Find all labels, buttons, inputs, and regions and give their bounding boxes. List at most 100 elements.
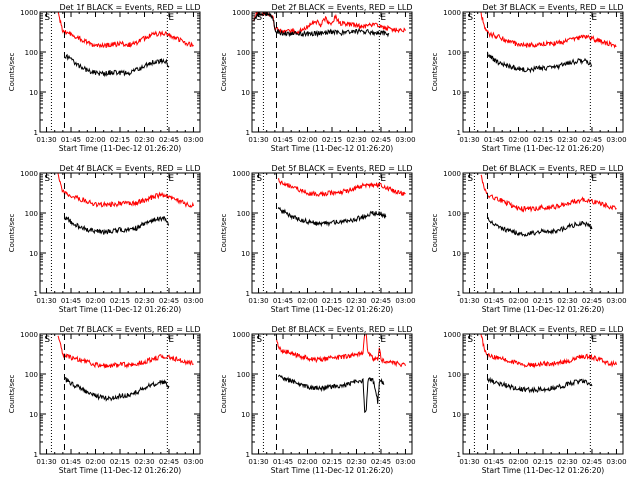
y-tick-label: 100 [448, 371, 461, 379]
panel-2: S E 1 10 100 1000 01:30 01:45 02:00 02:15 02:30 02:… [220, 3, 416, 153]
x-tick-label: 03:00 [183, 136, 203, 144]
y-tick-label: 10 [29, 89, 38, 97]
y-tick-label: 10 [241, 250, 250, 258]
y-tick-label: 10 [241, 411, 250, 419]
x-tick-label: 02:45 [159, 458, 179, 466]
y-tick-label: 10 [452, 411, 461, 419]
x-tick-label: 03:00 [183, 458, 203, 466]
x-tick-label: 03:00 [395, 297, 415, 305]
x-tick-label: 01:30 [459, 136, 479, 144]
y-axis-title: Counts/sec [220, 375, 228, 414]
y-tick-label: 10 [29, 250, 38, 258]
x-tick-label: 02:30 [134, 297, 154, 305]
x-tick-label: 02:15 [533, 136, 553, 144]
start-marker-label: S [44, 335, 50, 345]
panel-title: Det 3f BLACK = Events, RED = LLD [482, 3, 623, 12]
x-tick-label: 02:00 [508, 297, 528, 305]
end-marker-label: E [168, 174, 174, 184]
events-series-line [64, 215, 169, 235]
x-tick-label: 02:15 [322, 136, 342, 144]
y-tick-label: 1000 [232, 9, 250, 17]
x-tick-label: 03:00 [395, 136, 415, 144]
x-axis-title: Start Time (11-Dec-12 01:26:20) [482, 144, 604, 153]
panel-title: Det 2f BLACK = Events, RED = LLD [271, 3, 412, 12]
x-tick-label: 03:00 [606, 136, 626, 144]
y-tick-label: 1000 [20, 9, 38, 17]
x-tick-label: 02:00 [85, 297, 105, 305]
y-tick-label: 1000 [232, 170, 250, 178]
lld-series-line [57, 335, 194, 369]
x-tick-label: 02:00 [508, 458, 528, 466]
x-tick-label: 01:45 [273, 297, 293, 305]
panel-title: Det 8f BLACK = Events, RED = LLD [271, 325, 412, 334]
y-axis-title: Counts/sec [8, 375, 16, 414]
start-marker-label: S [467, 174, 473, 184]
x-tick-label: 01:45 [61, 458, 81, 466]
x-axis-title: Start Time (11-Dec-12 01:26:20) [271, 305, 393, 314]
x-tick-label: 02:45 [371, 136, 391, 144]
x-tick-label: 02:15 [322, 458, 342, 466]
start-marker-label: S [44, 13, 50, 23]
x-tick-label: 02:45 [582, 458, 602, 466]
end-marker-label: E [591, 335, 597, 345]
y-tick-label: 1000 [443, 331, 461, 339]
x-tick-label: 02:45 [159, 136, 179, 144]
events-series-line [487, 376, 593, 394]
lld-series-line [57, 12, 194, 49]
panel-1: S E 1 10 100 1000 01:30 01:45 02:00 02:15 02:30 02:… [8, 3, 204, 153]
y-tick-label: 100 [237, 371, 250, 379]
y-tick-label: 100 [448, 210, 461, 218]
y-tick-label: 1 [246, 129, 250, 137]
x-tick-label: 02:00 [297, 297, 317, 305]
events-series-line [277, 206, 387, 228]
y-tick-label: 1 [457, 290, 461, 298]
x-tick-label: 03:00 [395, 458, 415, 466]
x-tick-label: 02:30 [346, 458, 366, 466]
x-tick-label: 01:45 [484, 136, 504, 144]
lld-series-line [276, 334, 406, 368]
x-axis-title: Start Time (11-Dec-12 01:26:20) [59, 466, 181, 475]
start-marker-label: S [44, 174, 50, 184]
x-tick-label: 01:30 [248, 136, 268, 144]
x-tick-label: 02:30 [134, 458, 154, 466]
panel-title: Det 1f BLACK = Events, RED = LLD [59, 3, 200, 12]
x-tick-label: 01:45 [484, 458, 504, 466]
lld-series-line [480, 12, 617, 49]
y-tick-label: 1000 [443, 9, 461, 17]
x-axis-title: Start Time (11-Dec-12 01:26:20) [59, 305, 181, 314]
end-marker-label: E [380, 174, 386, 184]
end-marker-label: E [380, 13, 386, 23]
y-tick-label: 10 [452, 89, 461, 97]
end-marker-label: E [168, 13, 174, 23]
y-tick-label: 1 [34, 129, 38, 137]
panel-9: S E 1 10 100 1000 01:30 01:45 02:00 02:15 02:30 02:… [431, 325, 627, 475]
end-marker-label: E [380, 335, 386, 345]
x-axis-title: Start Time (11-Dec-12 01:26:20) [482, 466, 604, 475]
x-tick-label: 01:45 [484, 297, 504, 305]
x-tick-label: 02:00 [297, 136, 317, 144]
lld-series-line [277, 177, 406, 197]
x-tick-label: 02:30 [134, 136, 154, 144]
y-axis-title: Counts/sec [220, 214, 228, 253]
x-tick-label: 03:00 [606, 297, 626, 305]
y-axis-title: Counts/sec [8, 53, 16, 92]
x-tick-label: 01:30 [36, 297, 56, 305]
x-tick-label: 01:30 [36, 136, 56, 144]
x-axis-title: Start Time (11-Dec-12 01:26:20) [271, 466, 393, 475]
x-tick-label: 02:00 [297, 458, 317, 466]
panel-8: S E 1 10 100 1000 01:30 01:45 02:00 02:15 02:30 02:… [220, 325, 416, 475]
y-tick-label: 1 [457, 451, 461, 459]
x-tick-label: 02:00 [85, 136, 105, 144]
y-tick-label: 100 [25, 210, 38, 218]
x-tick-label: 01:45 [61, 136, 81, 144]
panel-title: Det 9f BLACK = Events, RED = LLD [482, 325, 623, 334]
y-tick-label: 1000 [20, 331, 38, 339]
y-tick-label: 100 [25, 371, 38, 379]
x-tick-label: 03:00 [606, 458, 626, 466]
y-tick-label: 1 [34, 290, 38, 298]
x-tick-label: 02:15 [533, 458, 553, 466]
y-tick-label: 100 [237, 49, 250, 57]
start-marker-label: S [256, 174, 262, 184]
events-series-line [277, 374, 385, 414]
x-tick-label: 02:45 [371, 297, 391, 305]
